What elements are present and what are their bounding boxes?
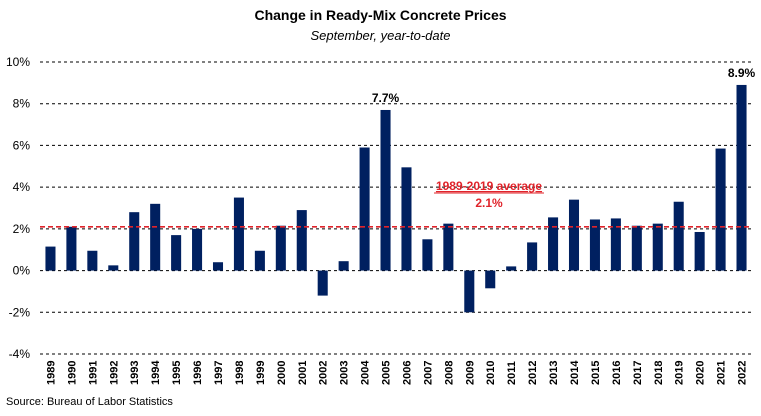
x-tick-label: 1999 bbox=[255, 361, 267, 385]
x-tick-label: 1998 bbox=[234, 361, 246, 385]
bar-1993 bbox=[129, 212, 140, 271]
x-tick-label: 2001 bbox=[297, 361, 309, 385]
x-tick-label: 2008 bbox=[443, 361, 455, 385]
x-tick-label: 2013 bbox=[548, 361, 560, 385]
x-tick-label: 2000 bbox=[276, 361, 288, 385]
y-tick-label: -2% bbox=[9, 305, 31, 319]
x-tick-label: 2019 bbox=[674, 361, 686, 385]
bar-1992 bbox=[108, 265, 119, 271]
y-tick-label: 4% bbox=[13, 180, 31, 194]
bar-1998 bbox=[233, 197, 244, 271]
bar-2018 bbox=[652, 223, 663, 271]
data-labels: 7.7% 8.9% bbox=[372, 66, 756, 105]
x-tick-label: 2022 bbox=[737, 361, 749, 385]
bar-2010 bbox=[485, 270, 496, 289]
x-tick-label: 1995 bbox=[171, 361, 183, 385]
bar-1989 bbox=[45, 246, 56, 271]
y-tick-label: 8% bbox=[13, 97, 31, 111]
x-tick-label: 2007 bbox=[422, 361, 434, 385]
bar-1991 bbox=[87, 250, 98, 271]
x-tick-label: 1992 bbox=[108, 361, 120, 385]
average-value-label: 2.1% bbox=[475, 196, 503, 210]
bar-2011 bbox=[506, 266, 517, 271]
bar-1990 bbox=[66, 226, 77, 271]
bar-1997 bbox=[212, 262, 224, 271]
x-tick-label: 2016 bbox=[611, 361, 623, 385]
y-tick-label: 10% bbox=[6, 55, 30, 69]
bar-2005 bbox=[380, 109, 391, 271]
x-tick-label: 1994 bbox=[150, 360, 162, 385]
data-label-2005: 7.7% bbox=[372, 91, 400, 105]
y-tick-label: 6% bbox=[13, 138, 31, 152]
bar-2019 bbox=[673, 201, 684, 271]
x-tick-label: 2006 bbox=[401, 361, 413, 385]
x-tick-label: 2017 bbox=[632, 361, 644, 385]
x-tick-label: 1996 bbox=[192, 361, 204, 385]
x-tick-label: 2003 bbox=[339, 361, 351, 385]
x-tick-label: 1997 bbox=[213, 361, 225, 385]
average-line-group: 1989-2019 average 2.1% bbox=[40, 179, 752, 228]
bar-2015 bbox=[589, 219, 600, 271]
bar-2014 bbox=[568, 199, 580, 271]
x-tick-label: 2014 bbox=[569, 360, 581, 385]
bar-2004 bbox=[359, 147, 370, 271]
bar-chart: -4% -2% 0% 2% 4% 6% 8% 10% 1989-2019 average 2.1… bbox=[6, 55, 756, 385]
x-tick-label: 2005 bbox=[381, 361, 393, 385]
gridlines bbox=[40, 61, 752, 355]
bar-1996 bbox=[192, 228, 203, 271]
x-tick-label: 2009 bbox=[464, 361, 476, 385]
x-tick-label: 1990 bbox=[66, 361, 78, 385]
bar-1999 bbox=[254, 250, 265, 271]
data-label-2022: 8.9% bbox=[728, 66, 756, 80]
x-tick-label: 2018 bbox=[653, 361, 665, 385]
source-note: Source: Bureau of Labor Statistics bbox=[6, 396, 173, 408]
x-tick-label: 2011 bbox=[506, 361, 518, 385]
x-tick-label: 2015 bbox=[590, 361, 602, 385]
x-tick-label: 1989 bbox=[45, 361, 57, 385]
bars bbox=[45, 84, 747, 313]
bar-2008 bbox=[443, 223, 454, 271]
chart-title: Change in Ready-Mix Concrete Prices bbox=[254, 7, 507, 23]
bar-1995 bbox=[171, 235, 182, 271]
bar-2012 bbox=[527, 242, 538, 271]
x-tick-label: 2004 bbox=[360, 360, 372, 385]
x-tick-label: 2021 bbox=[716, 361, 728, 385]
bar-2020 bbox=[694, 231, 705, 271]
y-tick-label: 0% bbox=[13, 264, 31, 278]
bar-2001 bbox=[296, 210, 307, 271]
bar-2017 bbox=[631, 225, 642, 271]
x-tick-label: 1991 bbox=[87, 361, 99, 385]
bar-2003 bbox=[338, 261, 349, 271]
x-tick-label: 2002 bbox=[318, 361, 330, 385]
x-axis-ticks: 1989 1990 1991 1992 1993 1994 1995 1996 1997 1998… bbox=[45, 360, 748, 385]
bar-2013 bbox=[548, 217, 559, 271]
y-tick-label: -4% bbox=[9, 347, 31, 361]
bar-2009 bbox=[464, 270, 475, 313]
bar-2022 bbox=[736, 84, 747, 271]
x-tick-label: 2012 bbox=[527, 361, 539, 385]
bar-2006 bbox=[401, 167, 412, 271]
average-label: 1989-2019 average bbox=[436, 179, 542, 193]
bar-2007 bbox=[422, 239, 433, 271]
x-tick-label: 1993 bbox=[129, 361, 141, 385]
x-tick-label: 2020 bbox=[695, 361, 707, 385]
bar-2000 bbox=[275, 225, 286, 271]
y-tick-label: 2% bbox=[13, 222, 31, 236]
x-tick-label: 2010 bbox=[485, 361, 497, 385]
bar-2002 bbox=[317, 270, 328, 296]
bar-2021 bbox=[715, 148, 726, 271]
y-axis-ticks: -4% -2% 0% 2% 4% 6% 8% 10% bbox=[6, 55, 30, 361]
bar-2016 bbox=[610, 218, 621, 271]
chart-subtitle: September, year-to-date bbox=[310, 28, 451, 43]
bar-1994 bbox=[150, 203, 161, 271]
